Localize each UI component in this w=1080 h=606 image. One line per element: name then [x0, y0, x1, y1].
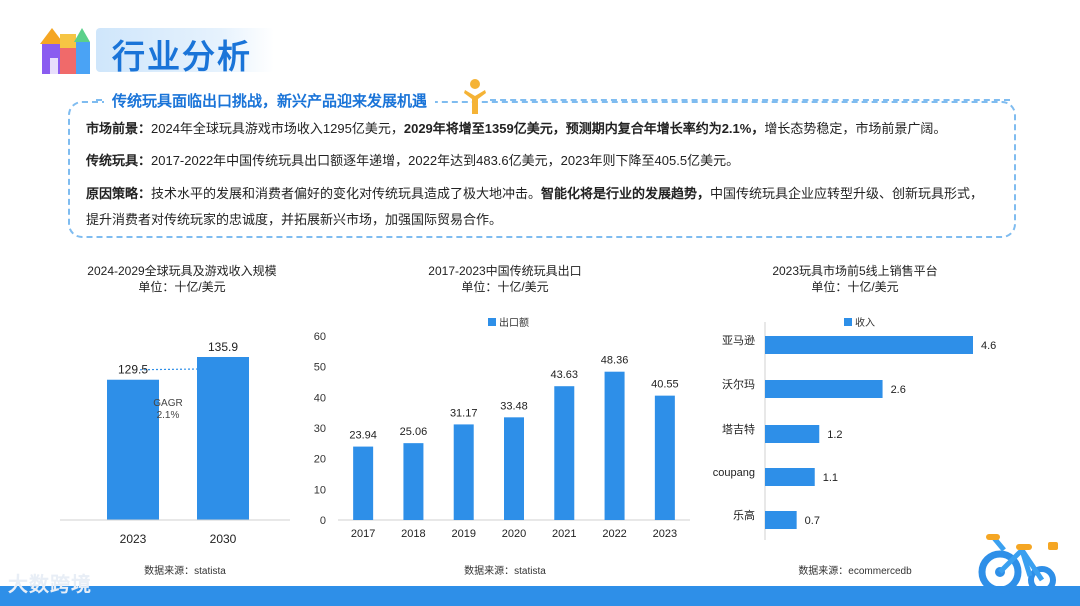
toy-blocks-icon	[40, 28, 90, 74]
chart2-legend-swatch	[488, 318, 496, 326]
chart3-unit: 单位：十亿/美元	[811, 280, 899, 294]
chart1-value-label: 135.9	[208, 340, 238, 354]
chart2-bar	[504, 417, 524, 520]
chart3-category-label: 亚马逊	[722, 334, 755, 347]
chart1-unit: 单位：十亿/美元	[138, 280, 226, 294]
chart3-category-label: 乐高	[733, 508, 755, 522]
reason-label: 原因策略：	[86, 186, 152, 201]
chart2-legend-label: 出口额	[499, 316, 529, 329]
chart2-unit: 单位：十亿/美元	[461, 280, 549, 294]
chart3-title-block: 2023玩具市场前5线上销售平台 单位：十亿/美元	[740, 263, 970, 295]
chart3-bar	[765, 380, 883, 398]
chart1-growth-line	[139, 368, 201, 371]
chart2-y-tick-label: 60	[314, 331, 326, 343]
chart3-category-label: coupang	[713, 467, 755, 479]
title-highlight	[96, 28, 274, 72]
chart3-bar	[765, 468, 815, 486]
chart2-value-label: 48.36	[601, 355, 629, 367]
tricycle-icon	[978, 534, 1058, 594]
chart2-value-label: 25.06	[400, 426, 428, 438]
chart2-bar	[353, 446, 374, 520]
chart2-value-label: 43.63	[551, 369, 579, 381]
chart2-source: 数据来源：statista	[464, 566, 546, 577]
chart3-category-label: 塔吉特	[722, 422, 755, 436]
chart2-category-label: 2019	[451, 528, 475, 540]
reason-bold: 智能化将是行业的发展趋势，	[541, 186, 711, 201]
chart2-category-label: 2017	[351, 528, 375, 540]
chart2-category-label: 2020	[502, 528, 526, 540]
chart2-category-label: 2018	[401, 528, 425, 540]
chart1-value-label: 129.5	[118, 363, 148, 377]
chart1-category-label: 2023	[120, 532, 147, 546]
market-paragraph: 市场前景：2024年全球玩具游戏市场收入1295亿美元，2029年将增至1359…	[86, 119, 946, 139]
page-title-block: 行业分析	[30, 20, 274, 80]
market-text-1: 2024年全球玩具游戏市场收入1295亿美元，	[151, 121, 404, 136]
section-header: 传统玩具面临出口挑战，新兴产品迎来发展机遇	[104, 90, 436, 111]
page-title: 行业分析	[112, 38, 252, 75]
person-icon	[464, 79, 486, 114]
chart2-title: 2017-2023中国传统玩具出口	[428, 264, 582, 278]
footer-bar	[0, 586, 1080, 606]
traditional-text: 2017-2022年中国传统玩具出口额逐年递增，2022年达到483.6亿美元，…	[151, 153, 740, 168]
chart2-category-label: 2022	[602, 528, 626, 540]
chart2-value-label: 31.17	[450, 407, 478, 419]
traditional-label: 传统玩具：	[86, 153, 152, 168]
market-bold: 2029年将增至1359亿美元，预测期内复合年增长率约为2.1%，	[403, 121, 765, 136]
market-label: 市场前景：	[86, 121, 152, 136]
chart2-bar	[403, 443, 424, 520]
chart1-bar	[197, 357, 249, 520]
chart2-bar	[604, 371, 625, 520]
chart2-value-label: 23.94	[349, 430, 377, 442]
chart1-category-label: 2030	[210, 532, 237, 546]
chart3-title: 2023玩具市场前5线上销售平台	[772, 264, 938, 278]
summary-box	[68, 101, 1016, 238]
reason-text-2: 中国传统玩具企业应转型升级、创新玩具形式，	[710, 186, 984, 201]
chart3-legend-swatch	[844, 318, 852, 326]
chart3-legend-label: 收入	[855, 316, 875, 329]
chart3-source: 数据来源：ecommercedb	[798, 566, 912, 577]
chart3-value-label: 4.6	[981, 340, 996, 352]
chart1-annotation: GAGR	[153, 398, 182, 409]
chart2-y-tick-label: 0	[320, 515, 326, 527]
chart2-bar	[654, 395, 675, 520]
chart2-y-tick-label: 10	[314, 484, 326, 496]
chart2-y-tick-label: 50	[314, 362, 326, 374]
chart3-category-label: 沃尔玛	[722, 378, 755, 391]
chart2-y-tick-label: 20	[314, 454, 326, 466]
chart2-y-tick-label: 40	[314, 392, 326, 404]
chart1-title: 2024-2029全球玩具及游戏收入规模	[87, 264, 277, 278]
chart3-bar	[765, 336, 973, 354]
chart1-annotation: 2.1%	[157, 410, 180, 421]
chart2-bar	[554, 386, 575, 520]
chart3-value-label: 0.7	[805, 515, 820, 527]
header-dash-left	[96, 99, 102, 101]
chart1-source: 数据来源：statista	[144, 566, 226, 577]
chart2-bar	[453, 424, 474, 520]
chart2-category-label: 2023	[653, 528, 677, 540]
reason-paragraph-line2: 提升消费者对传统玩家的忠诚度，并拓展新兴市场，加强国际贸易合作。	[86, 212, 503, 227]
chart3-bar	[765, 511, 797, 529]
chart2-value-label: 40.55	[651, 379, 679, 391]
traditional-paragraph: 传统玩具：2017-2022年中国传统玩具出口额逐年递增，2022年达到483.…	[86, 151, 739, 171]
chart2-value-label: 33.48	[500, 400, 528, 412]
chart2-category-label: 2021	[552, 528, 576, 540]
chart3-value-label: 1.2	[827, 429, 842, 441]
reason-paragraph: 原因策略：技术水平的发展和消费者偏好的变化对传统玩具造成了极大地冲击。智能化将是…	[86, 184, 983, 204]
chart2-title-block: 2017-2023中国传统玩具出口 单位：十亿/美元	[380, 263, 630, 295]
chart2-y-tick-label: 30	[314, 423, 326, 435]
chart3-value-label: 1.1	[823, 472, 838, 484]
market-text-2: 增长态势稳定，市场前景广阔。	[764, 121, 947, 136]
brand-watermark: 大数跨境	[8, 574, 92, 596]
chart3-bar	[765, 425, 820, 443]
chart1-title-block: 2024-2029全球玩具及游戏收入规模 单位：十亿/美元	[60, 263, 304, 295]
chart3-value-label: 2.6	[891, 384, 906, 396]
chart1-bar	[107, 379, 159, 520]
reason-text-1: 技术水平的发展和消费者偏好的变化对传统玩具造成了极大地冲击。	[151, 186, 542, 201]
